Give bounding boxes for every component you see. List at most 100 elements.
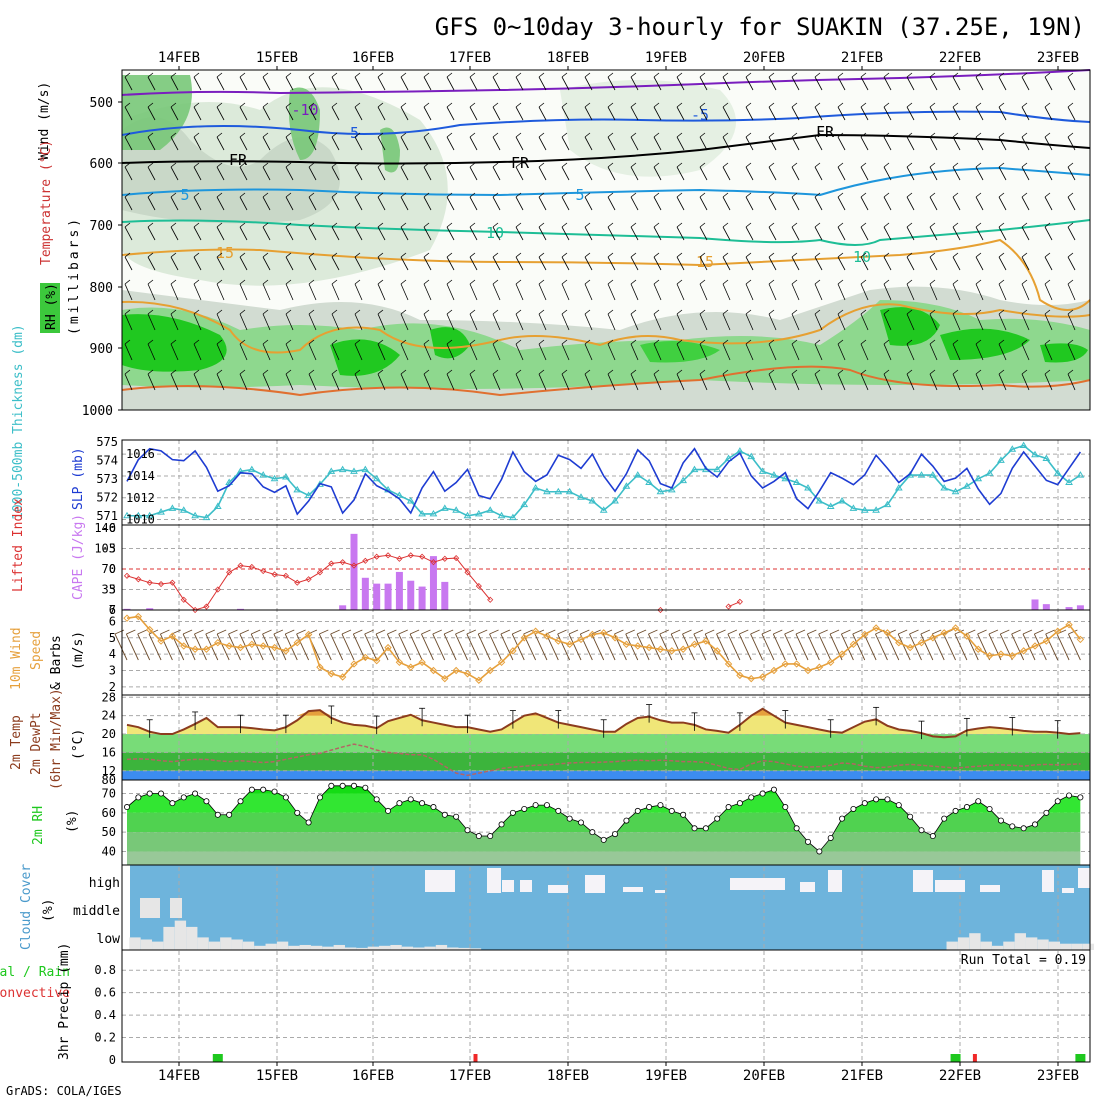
wind10-barb (818, 633, 832, 661)
wind-speed-line-point (747, 674, 755, 683)
contour-label: FR (816, 123, 835, 141)
upper-wind-barb (285, 313, 294, 331)
wind10-barb-flag (841, 629, 851, 635)
wind-speed-line-point (543, 632, 551, 640)
upper-wind-barb (883, 283, 892, 301)
contour-label: 10 (486, 224, 504, 242)
upper-wind-barb-flag (722, 102, 729, 108)
upper-wind-barb-flag (262, 369, 269, 375)
upper-wind-barb-flag (745, 222, 752, 228)
wind-speed-line-point (316, 663, 324, 671)
upper-wind-barb-flag (722, 309, 729, 315)
date-label-top: 14FEB (158, 50, 200, 66)
upper-wind-barb-flag (446, 279, 453, 285)
upper-wind-barb-flag (423, 369, 430, 375)
upper-wind-barb-flag (377, 72, 384, 78)
upper-wind-barb-flag (308, 309, 315, 315)
rh-point (1043, 809, 1050, 816)
thickness-line-point (599, 506, 608, 513)
thickness-line-point (1031, 450, 1039, 458)
upper-wind-barb-flag (285, 132, 292, 138)
upper-wind-barb-flag (308, 369, 315, 375)
upper-wind-barb-flag (630, 192, 637, 198)
wind-speed-line-point (361, 653, 370, 662)
li-tick-label: 0 (109, 562, 116, 576)
high-cloud-block (980, 885, 1000, 892)
upper-wind-barb-flag (423, 339, 430, 345)
upper-wind-barb-flag (676, 309, 683, 315)
upper-wind-barb-flag (975, 339, 982, 345)
thickness-line-point (838, 497, 846, 504)
rh-point (634, 807, 641, 814)
wind-speed-line-point (872, 624, 880, 632)
upper-wind-barb (193, 136, 202, 151)
upper-wind-barb-flag (584, 309, 591, 315)
upper-wind-barb-flag (147, 252, 154, 258)
lifted-index-point (294, 579, 301, 586)
upper-wind-barb-flag (676, 222, 683, 228)
lifted-index-point (169, 579, 176, 586)
upper-wind-barb-flag (239, 309, 246, 315)
wind-speed-line-point (236, 643, 245, 652)
upper-wind-barb (354, 196, 363, 211)
rh-point (850, 805, 857, 812)
wind10-barb-flag (580, 629, 590, 635)
upper-wind-barb-flag (515, 162, 522, 168)
upper-wind-barb (354, 106, 363, 121)
thickness-line-point (1053, 469, 1062, 476)
rh-point (691, 825, 698, 832)
upper-wind-barb-flag (952, 339, 959, 345)
upper-wind-barb (860, 106, 869, 121)
cape-bar (350, 533, 358, 610)
wind-speed-line-point (963, 632, 971, 640)
lifted-index-point (237, 562, 244, 569)
wind-speed-line-point (248, 640, 256, 649)
upper-wind-barb-flag (400, 72, 407, 78)
upper-wind-barb-flag (1021, 309, 1028, 315)
low-cloud-bar (957, 937, 970, 950)
upper-wind-barb (193, 76, 202, 91)
upper-wind-barb (469, 226, 478, 241)
rh-point (827, 834, 834, 841)
upper-wind-barb (147, 256, 156, 271)
wind-speed-line-point (713, 647, 721, 655)
cape-bar (441, 581, 449, 610)
wind10-barb-flag (307, 629, 318, 635)
wind10-barb (148, 633, 162, 661)
upper-wind-barb (492, 373, 501, 391)
upper-wind-barb-flag (607, 192, 614, 198)
upper-wind-barb (998, 373, 1007, 391)
upper-wind-barb (768, 106, 777, 121)
upper-wind-barb (216, 196, 225, 211)
upper-wind-barb-flag (377, 162, 384, 168)
wind10-barb-flag (568, 629, 579, 635)
wind-tick-label: 4 (109, 647, 116, 661)
temp-band-16-20 (122, 734, 1090, 753)
upper-wind-barb (400, 283, 409, 301)
li-tick-label: -6 (102, 521, 116, 535)
upper-wind-barb (400, 166, 409, 181)
upper-wind-barb (538, 256, 547, 271)
upper-wind-barb-flag (216, 309, 223, 315)
date-label-bottom: 14FEB (158, 1068, 200, 1084)
upper-wind-barb (860, 226, 869, 241)
upper-wind-barb (837, 283, 846, 301)
label-rh-unit: (%) (65, 810, 80, 833)
upper-wind-barb-flag (446, 192, 453, 198)
thickness-line-point (395, 491, 404, 498)
upper-wind-barb (469, 106, 478, 121)
wind10-barb (591, 633, 605, 661)
upper-wind-barb (538, 343, 547, 361)
upper-wind-barb-flag (1067, 339, 1074, 345)
upper-wind-barb-flag (400, 279, 407, 285)
upper-wind-barb-flag (1044, 252, 1051, 258)
upper-wind-barb (515, 136, 524, 151)
upper-wind-barb-flag (814, 279, 821, 285)
upper-wind-barb-flag (906, 102, 913, 108)
upper-wind-barb (492, 166, 501, 181)
upper-wind-barb (883, 76, 892, 91)
low-cloud-bar (288, 945, 300, 950)
upper-wind-barb-flag (377, 192, 384, 198)
upper-wind-barb-flag (446, 102, 453, 108)
date-label-top: 18FEB (547, 50, 589, 66)
